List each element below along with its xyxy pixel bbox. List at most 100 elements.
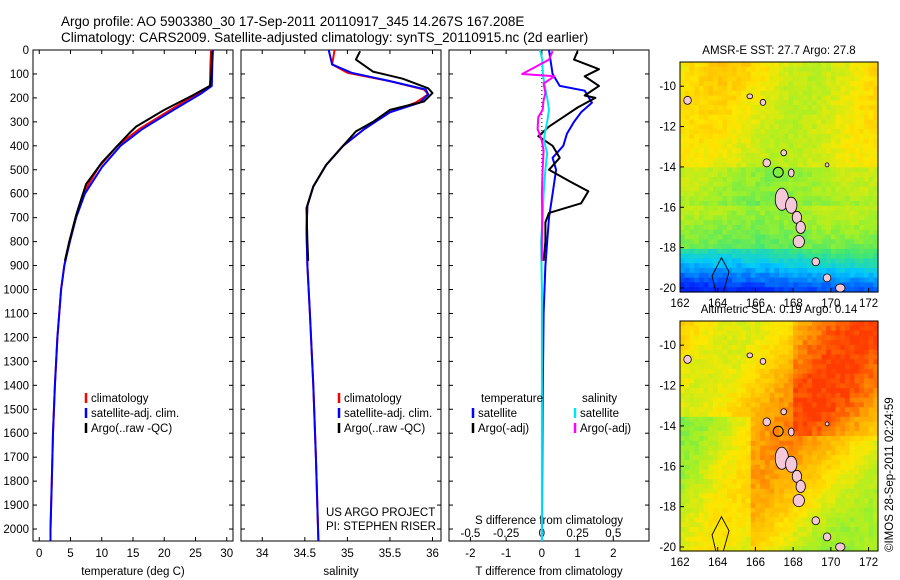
map-cell (684, 133, 691, 140)
map-cell (845, 248, 851, 255)
map-cell (774, 133, 780, 140)
map-cell (783, 440, 790, 447)
map-cell (680, 440, 686, 447)
map-cell (779, 229, 785, 236)
map-cell (769, 100, 775, 106)
x-tick-label: 35 (341, 548, 354, 560)
map-cell (713, 464, 719, 471)
map-cell (807, 459, 813, 466)
map-cell (821, 186, 827, 192)
map-cell (764, 153, 771, 159)
map-cell (746, 162, 752, 169)
map-cell (731, 157, 738, 164)
map-cell (830, 205, 837, 212)
map-cell (816, 85, 823, 92)
map-cell (854, 531, 860, 538)
map-cell (873, 344, 879, 351)
map-cell (684, 512, 691, 519)
map-cell (727, 392, 733, 399)
map-cell (764, 507, 771, 514)
map-cell (854, 407, 860, 413)
map-cell (755, 272, 761, 279)
map-cell (731, 546, 738, 552)
map-cell (830, 455, 837, 461)
map-cell (731, 436, 738, 442)
map-cell (708, 378, 714, 384)
map-cell (684, 493, 691, 499)
map-cell (764, 244, 771, 250)
map-cell (797, 138, 804, 145)
map-cell (731, 335, 738, 341)
map-cell (760, 129, 766, 135)
y-tick-label: 600 (10, 189, 29, 201)
map-cell (684, 81, 691, 87)
map-cell (788, 263, 794, 269)
map-cell (760, 541, 766, 547)
y-tick-label: 1500 (3, 404, 29, 416)
map-cell (698, 426, 705, 432)
map-cell (680, 85, 686, 92)
map-cell (774, 445, 780, 451)
project-note-line-1: US ARGO PROJECT (326, 507, 435, 519)
map-cell (722, 191, 728, 197)
map-cell (713, 407, 719, 413)
map-cell (760, 282, 766, 288)
y-tick-label: 1900 (3, 500, 29, 512)
map-cell (826, 368, 832, 375)
map-cell (863, 200, 870, 207)
map-cell (793, 325, 799, 332)
map-cell (849, 364, 856, 370)
x-axis-label: temperature (deg C) (81, 566, 185, 578)
map-cell (868, 220, 874, 226)
map-cell (830, 344, 837, 351)
map-cell (764, 325, 771, 332)
map-cell (713, 378, 719, 384)
map-cell (713, 402, 719, 408)
x-tick-label: 20 (158, 548, 171, 560)
map-cell (840, 129, 846, 135)
map-cell (708, 229, 714, 236)
map-cell (868, 479, 874, 485)
map-cell (807, 177, 813, 183)
map-cell (807, 215, 813, 221)
map-cell (717, 464, 724, 471)
map-cell (816, 479, 823, 485)
map-cell (788, 388, 794, 394)
map-cell (731, 109, 738, 116)
map-cell (741, 488, 747, 495)
map-cell (769, 531, 775, 538)
map-cell (788, 402, 794, 408)
map-cell (769, 210, 775, 216)
map-cell (680, 162, 686, 169)
map-cell (689, 445, 695, 451)
map-cell (859, 368, 865, 375)
map-cell (760, 172, 766, 178)
map-cell (807, 373, 813, 380)
map-cell (863, 436, 870, 442)
x-tick-label: -2 (465, 548, 475, 560)
map-cell (736, 129, 742, 135)
map-cell (821, 229, 827, 236)
map-cell (802, 479, 808, 485)
map-cell (830, 258, 837, 264)
map-cell (849, 373, 856, 380)
map-cell (807, 335, 813, 341)
map-cell (845, 244, 851, 250)
map-cell (713, 397, 719, 404)
map-cell (703, 330, 709, 336)
map-cell (859, 66, 865, 73)
map-cell (812, 138, 818, 145)
map-cell (698, 388, 705, 394)
map-cell (722, 62, 728, 68)
map-cell (797, 71, 804, 77)
map-cell (863, 503, 870, 509)
map-cell (717, 200, 724, 207)
map-cell (727, 507, 733, 514)
map-cell (750, 234, 757, 240)
map-cell (722, 359, 728, 365)
map-cell (741, 277, 747, 284)
map-cell (830, 488, 837, 495)
map-cell (769, 440, 775, 447)
map-cell (741, 191, 747, 197)
map-cell (680, 167, 686, 173)
